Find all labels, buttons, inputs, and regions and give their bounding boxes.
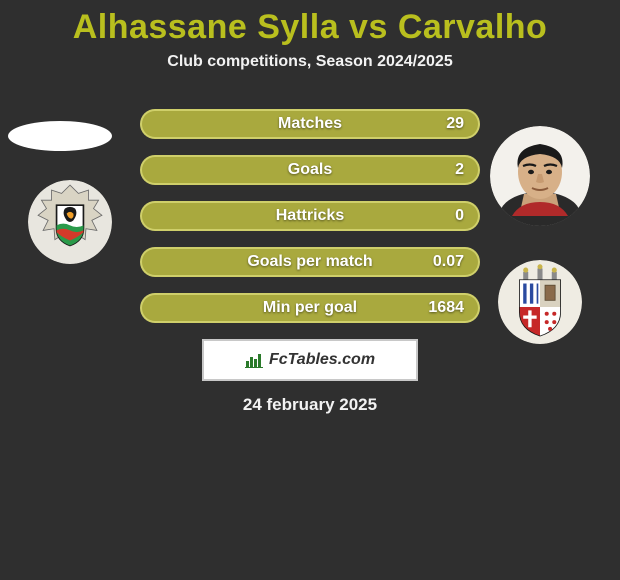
left-club-crest xyxy=(28,180,112,264)
watermark-text: FcTables.com xyxy=(269,351,375,369)
stat-bar-right: 29 xyxy=(310,109,480,139)
watermark-box: FcTables.com xyxy=(202,339,418,381)
bar-chart-icon xyxy=(245,352,263,368)
stat-value-right: 29 xyxy=(432,115,478,133)
comparison-date: 24 february 2025 xyxy=(0,395,620,415)
stat-bar-left xyxy=(140,293,310,323)
right-club-crest xyxy=(498,260,582,344)
comparison-title: Alhassane Sylla vs Carvalho xyxy=(0,0,620,47)
left-player-placeholder xyxy=(8,121,112,151)
stat-bar-right: 0.07 xyxy=(310,247,480,277)
stat-bar-right: 1684 xyxy=(310,293,480,323)
stat-bar-left xyxy=(140,201,310,231)
stat-value-right: 0 xyxy=(441,207,478,225)
stat-bar-left xyxy=(140,155,310,185)
stat-bar-right: 0 xyxy=(310,201,480,231)
right-player-headshot xyxy=(490,126,590,226)
comparison-subtitle: Club competitions, Season 2024/2025 xyxy=(0,53,620,71)
stat-value-right: 1684 xyxy=(414,299,478,317)
stat-value-right: 0.07 xyxy=(419,253,478,271)
stat-bar-left xyxy=(140,247,310,277)
stat-bar-left xyxy=(140,109,310,139)
stat-bar-right: 2 xyxy=(310,155,480,185)
stat-value-right: 2 xyxy=(441,161,478,179)
